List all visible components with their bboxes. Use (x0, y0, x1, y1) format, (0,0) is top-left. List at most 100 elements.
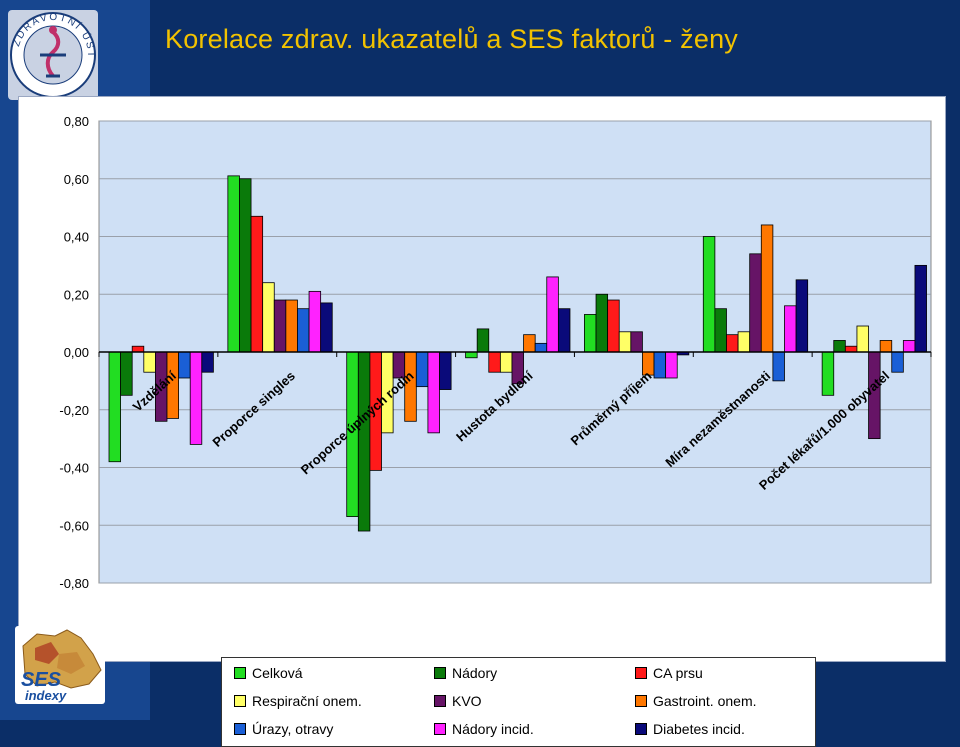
legend-item: Respirační onem. (234, 691, 362, 711)
institute-seal-icon: ZDRAVOTNÍ ÚSTAV (8, 10, 96, 98)
indexy-logo-text: indexy (25, 688, 67, 703)
legend-label: Diabetes incid. (653, 721, 745, 737)
legend-label: Nádory incid. (452, 721, 534, 737)
bar-Celková (702, 236, 716, 353)
y-tick-label: -0,20 (59, 403, 89, 418)
bar-Úrazy, otravy (653, 351, 667, 379)
bar-CA prsu (607, 299, 620, 353)
legend-label: Celková (252, 665, 303, 681)
legend-swatch (434, 667, 446, 679)
y-tick-labels: 0,80 0,60 0,40 0,20 0,00 -0,20 -0,40 -0,60 -0,80 (59, 114, 89, 591)
axes (98, 351, 932, 357)
bar-Respirační onem. (143, 351, 156, 373)
bar-Diabetes incid. (439, 351, 452, 390)
bar-Úrazy, otravy (297, 308, 310, 353)
bar-CA prsu (250, 215, 264, 353)
bar-Nádory (239, 178, 252, 353)
bars (108, 175, 927, 532)
bar-Respirační onem. (499, 351, 513, 373)
y-tick-label: 0,80 (64, 114, 89, 129)
title-band (150, 0, 960, 95)
bar-Celková (465, 351, 478, 359)
bar-Nádory (595, 293, 609, 353)
legend-item: CA prsu (635, 663, 703, 683)
bar-Respirační onem. (262, 282, 275, 353)
ses-indexy-logo: SES indexy (15, 626, 105, 704)
bar-CA prsu (726, 334, 739, 353)
legend-swatch (234, 695, 246, 707)
y-tick-label: 0,60 (64, 172, 89, 187)
bar-Úrazy, otravy (415, 351, 429, 388)
bar-Nádory incid. (902, 340, 916, 353)
legend-swatch (434, 695, 446, 707)
bar-Nádory (714, 308, 727, 353)
bar-Úrazy, otravy (534, 342, 548, 353)
bar-Nádory incid. (546, 276, 559, 353)
y-tick-label: 0,00 (64, 345, 89, 360)
legend-label: CA prsu (653, 665, 703, 681)
bar-Nádory (357, 351, 371, 532)
legend-label: Respirační onem. (252, 693, 362, 709)
chart-panel: 0,80 0,60 0,40 0,20 0,00 -0,20 -0,40 -0,60 -0,80… (18, 96, 946, 747)
bar-Celková (227, 175, 240, 353)
y-tick-label: -0,80 (59, 576, 89, 591)
legend-item: Úrazy, otravy (234, 719, 333, 739)
bar-Celková (108, 351, 122, 463)
bar-Nádory incid. (784, 305, 797, 353)
bar-Gastroint. onem. (879, 340, 893, 353)
bar-KVO (749, 253, 762, 353)
institute-logo: ZDRAVOTNÍ ÚSTAV (8, 10, 98, 100)
legend-swatch (635, 723, 647, 735)
czech-region-map-icon: SES indexy (21, 629, 102, 703)
legend-item: Diabetes incid. (635, 719, 745, 739)
bar-Gastroint. onem. (285, 299, 298, 353)
bar-Úrazy, otravy (891, 351, 904, 373)
bar-Respirační onem. (618, 331, 632, 353)
legend: Celková Nádory CA prsu Respirační onem. KVO G… (221, 657, 816, 747)
slide-title: Korelace zdrav. ukazatelů a SES faktorů … (165, 24, 738, 54)
legend-label: KVO (452, 693, 482, 709)
bar-Nádory incid. (665, 351, 678, 379)
bar-Celková (584, 314, 597, 353)
bar-Celková (821, 351, 835, 396)
y-tick-label: -0,40 (59, 461, 89, 476)
bar-Nádory (833, 340, 846, 353)
legend-item: Nádory (434, 663, 497, 683)
bar-Úrazy, otravy (178, 351, 191, 379)
legend-swatch (635, 695, 647, 707)
bar-CA prsu (844, 345, 858, 353)
bar-KVO (273, 299, 287, 353)
bar-Respirační onem. (737, 331, 751, 353)
bar-Nádory incid. (427, 351, 440, 434)
legend-item: KVO (434, 691, 482, 711)
y-tick-label: 0,20 (64, 287, 89, 302)
bar-Nádory incid. (189, 351, 203, 445)
bar-CA prsu (488, 351, 501, 373)
bar-Diabetes incid. (914, 264, 927, 353)
bar-Nádory (120, 351, 133, 396)
bar-Diabetes incid. (795, 279, 809, 353)
bar-Úrazy, otravy (772, 351, 785, 382)
bar-Nádory (476, 328, 490, 353)
legend-item: Celková (234, 663, 303, 683)
legend-swatch (234, 667, 246, 679)
legend-swatch (434, 723, 446, 735)
bar-Diabetes incid. (201, 351, 214, 373)
ses-logo-text: SES (21, 669, 62, 691)
legend-swatch (635, 667, 647, 679)
bar-Gastroint. onem. (523, 334, 536, 353)
y-tick-label: 0,40 (64, 230, 89, 245)
legend-item: Gastroint. onem. (635, 691, 757, 711)
legend-label: Úrazy, otravy (252, 721, 334, 737)
correlation-bar-chart: 0,80 0,60 0,40 0,20 0,00 -0,20 -0,40 -0,60 -0,80… (59, 114, 932, 591)
bar-Nádory incid. (308, 290, 322, 353)
bar-Diabetes incid. (320, 302, 333, 353)
bar-KVO (630, 331, 643, 353)
bar-Diabetes incid. (557, 308, 571, 353)
bar-Gastroint. onem. (760, 224, 774, 353)
legend-label: Nádory (452, 665, 498, 681)
bar-Respirační onem. (856, 325, 869, 353)
legend-swatch (234, 723, 246, 735)
y-tick-label: -0,60 (59, 518, 89, 533)
bar-CA prsu (131, 345, 145, 353)
